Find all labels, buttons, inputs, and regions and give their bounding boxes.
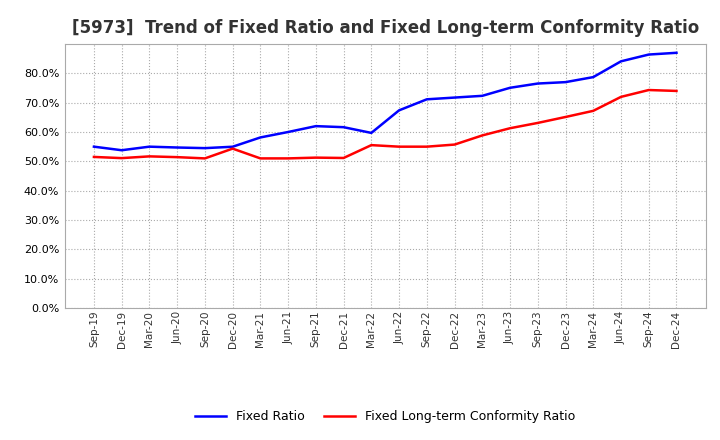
Legend: Fixed Ratio, Fixed Long-term Conformity Ratio: Fixed Ratio, Fixed Long-term Conformity …: [190, 406, 580, 429]
Fixed Long-term Conformity Ratio: [256, 156, 265, 161]
Fixed Ratio: [450, 95, 459, 100]
Fixed Ratio: [339, 125, 348, 130]
Fixed Long-term Conformity Ratio: [450, 142, 459, 147]
Fixed Long-term Conformity Ratio: [201, 156, 210, 161]
Fixed Long-term Conformity Ratio: [312, 155, 320, 160]
Fixed Ratio: [145, 144, 154, 149]
Title: [5973]  Trend of Fixed Ratio and Fixed Long-term Conformity Ratio: [5973] Trend of Fixed Ratio and Fixed Lo…: [71, 19, 699, 37]
Fixed Long-term Conformity Ratio: [672, 88, 681, 94]
Fixed Long-term Conformity Ratio: [173, 154, 181, 160]
Fixed Long-term Conformity Ratio: [89, 154, 98, 160]
Fixed Ratio: [284, 129, 292, 135]
Fixed Long-term Conformity Ratio: [589, 108, 598, 114]
Fixed Ratio: [534, 81, 542, 86]
Fixed Long-term Conformity Ratio: [505, 125, 514, 131]
Line: Fixed Long-term Conformity Ratio: Fixed Long-term Conformity Ratio: [94, 90, 677, 158]
Fixed Ratio: [228, 144, 237, 149]
Fixed Ratio: [201, 146, 210, 151]
Fixed Long-term Conformity Ratio: [284, 156, 292, 161]
Fixed Long-term Conformity Ratio: [367, 143, 376, 148]
Fixed Long-term Conformity Ratio: [339, 155, 348, 161]
Fixed Ratio: [505, 85, 514, 91]
Fixed Ratio: [312, 124, 320, 129]
Fixed Ratio: [672, 50, 681, 55]
Fixed Ratio: [367, 130, 376, 136]
Fixed Ratio: [478, 93, 487, 99]
Fixed Ratio: [616, 59, 625, 64]
Fixed Long-term Conformity Ratio: [395, 144, 403, 149]
Fixed Ratio: [173, 145, 181, 150]
Fixed Long-term Conformity Ratio: [644, 88, 653, 93]
Fixed Long-term Conformity Ratio: [478, 133, 487, 138]
Fixed Long-term Conformity Ratio: [534, 120, 542, 125]
Fixed Long-term Conformity Ratio: [423, 144, 431, 149]
Fixed Ratio: [395, 108, 403, 113]
Fixed Ratio: [117, 147, 126, 153]
Fixed Long-term Conformity Ratio: [117, 155, 126, 161]
Fixed Long-term Conformity Ratio: [228, 146, 237, 151]
Line: Fixed Ratio: Fixed Ratio: [94, 53, 677, 150]
Fixed Long-term Conformity Ratio: [616, 94, 625, 99]
Fixed Ratio: [589, 74, 598, 80]
Fixed Ratio: [89, 144, 98, 149]
Fixed Ratio: [423, 97, 431, 102]
Fixed Long-term Conformity Ratio: [561, 114, 570, 120]
Fixed Long-term Conformity Ratio: [145, 154, 154, 159]
Fixed Ratio: [256, 135, 265, 140]
Fixed Ratio: [561, 80, 570, 85]
Fixed Ratio: [644, 52, 653, 57]
